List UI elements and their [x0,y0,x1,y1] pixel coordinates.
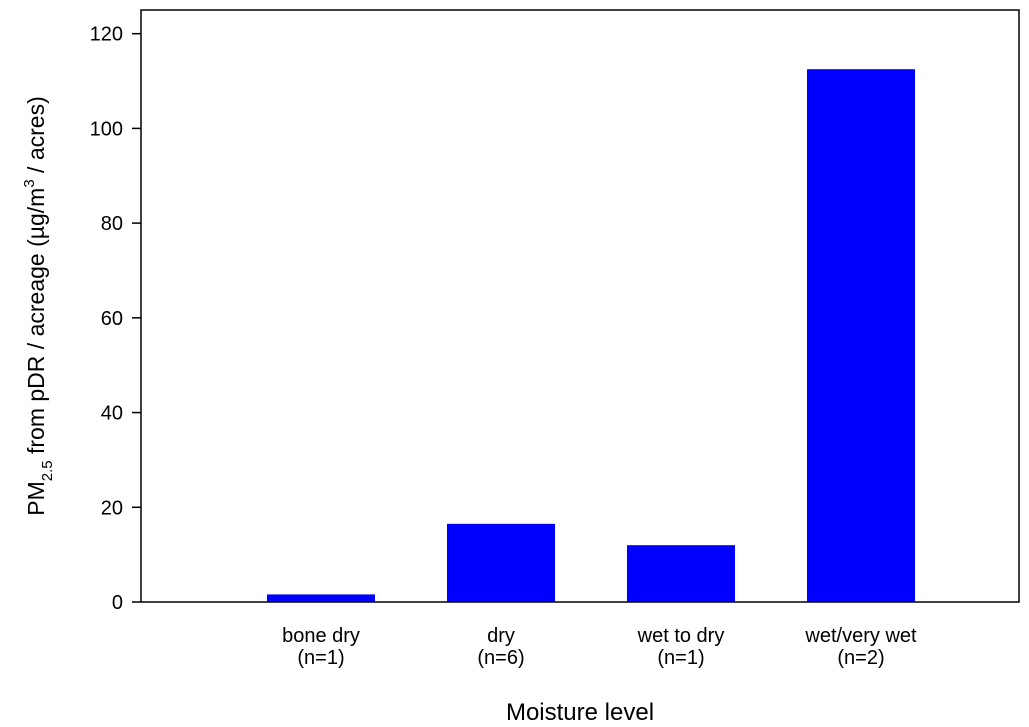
plot-frame [140,9,1020,603]
bar [627,545,735,602]
y-tick-label: 100 [90,118,123,140]
x-tick-label: dry [487,625,515,647]
bars-group [267,69,915,602]
y-label-suffix: / acres) [23,96,49,179]
y-label-superscript: 3 [21,179,38,187]
y-tick-label: 120 [90,24,123,46]
y-tick-label: 40 [101,403,123,425]
x-axis-label: Moisture level [506,699,654,726]
y-axis-label: PM2.5 from pDR / acreage (µg/m3 / acres) [21,96,56,516]
bar [807,69,915,602]
x-tick-label: wet to dry [637,625,725,647]
y-tick-label: 80 [101,213,123,235]
y-tick-label: 0 [112,592,123,614]
y-tick-label: 20 [101,497,123,519]
bar [447,523,555,602]
y-label-prefix: PM [23,481,49,516]
x-tick-label: bone dry [282,625,360,647]
y-axis: 0 20 40 60 80 100 120 [90,24,141,614]
x-tick-label: (n=2) [837,647,884,669]
y-label-middle: from pDR / acreage (µg/m [23,188,49,461]
y-tick-label: 60 [101,308,123,330]
y-label-subscript: 2.5 [39,460,56,481]
x-tick-label: (n=1) [297,647,344,669]
x-tick-label: (n=1) [657,647,704,669]
x-tick-label: (n=6) [477,647,524,669]
x-axis: bone dry(n=1)dry(n=6)wet to dry(n=1)wet/… [282,625,917,669]
bar [267,594,375,602]
x-tick-label: wet/very wet [804,625,917,647]
